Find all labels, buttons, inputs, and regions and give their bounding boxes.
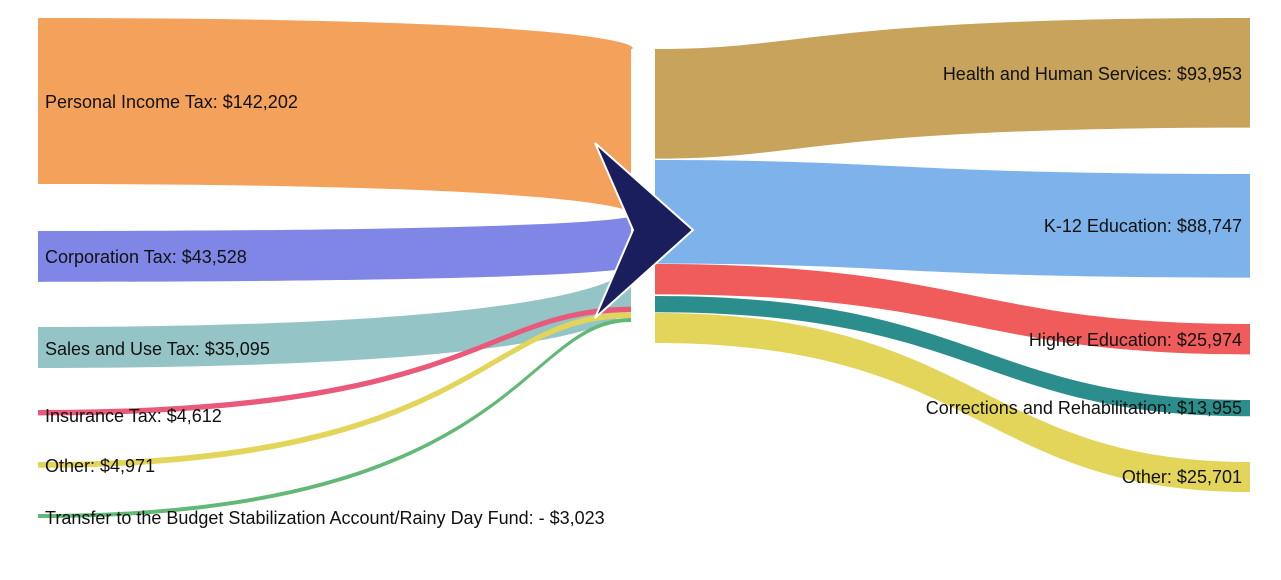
source-band: [38, 265, 631, 368]
target-label: Health and Human Services: $93,953: [943, 64, 1242, 84]
source-band: [38, 18, 633, 215]
source-label: Transfer to the Budget Stabilization Acc…: [45, 508, 605, 528]
target-label: Corrections and Rehabilitation: $13,955: [926, 398, 1242, 418]
target-band: [655, 313, 1250, 493]
target-band: [655, 264, 1250, 355]
source-label: Sales and Use Tax: $35,095: [45, 339, 270, 359]
source-label: Insurance Tax: $4,612: [45, 406, 222, 426]
center-arrow-icon: [594, 142, 695, 319]
target-label: Other: $25,701: [1122, 467, 1242, 487]
source-label: Personal Income Tax: $142,202: [45, 92, 298, 112]
source-band: [38, 215, 633, 282]
source-band: [38, 306, 631, 416]
source-label: Other: $4,971: [45, 456, 155, 476]
target-label: K-12 Education: $88,747: [1044, 216, 1242, 236]
target-band: [655, 160, 1250, 278]
source-label: Corporation Tax: $43,528: [45, 247, 247, 267]
target-band: [655, 18, 1250, 159]
target-band: [655, 296, 1250, 417]
target-label: Higher Education: $25,974: [1029, 330, 1242, 350]
